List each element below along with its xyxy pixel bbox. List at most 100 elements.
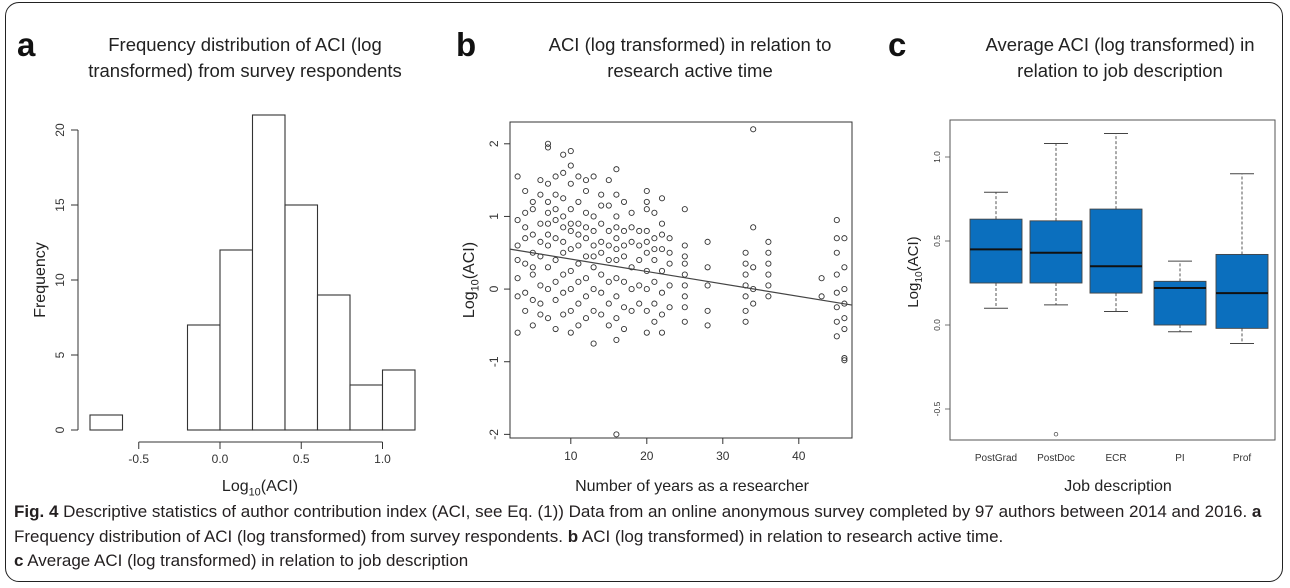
data-point xyxy=(575,242,582,249)
box xyxy=(969,218,1023,284)
data-point xyxy=(552,256,559,264)
data-point xyxy=(514,293,521,300)
data-point xyxy=(636,256,643,264)
data-point xyxy=(522,307,529,314)
data-point xyxy=(620,325,628,333)
data-point xyxy=(514,173,521,180)
data-point xyxy=(590,227,597,235)
panel-a-letter: a xyxy=(17,26,36,63)
outlier-point xyxy=(1053,432,1059,437)
category-label: PostDoc xyxy=(1037,453,1075,464)
panel-b-title-line2: research active time xyxy=(607,60,773,81)
data-point xyxy=(818,293,825,300)
data-point xyxy=(704,282,711,289)
data-point xyxy=(643,198,650,205)
data-point xyxy=(658,289,666,296)
data-point xyxy=(575,300,582,307)
data-point xyxy=(567,329,574,336)
data-point xyxy=(590,307,597,314)
data-point xyxy=(628,209,635,216)
data-point xyxy=(544,180,552,187)
data-point xyxy=(833,271,840,278)
data-point xyxy=(605,300,612,307)
histogram-bar xyxy=(284,204,319,431)
data-point xyxy=(567,227,574,235)
caption-b-text: ACI (log transformed) in relation to res… xyxy=(578,526,1004,546)
data-point xyxy=(613,336,620,343)
data-point xyxy=(742,307,749,314)
data-point xyxy=(544,140,552,147)
y-tick-label: 1.0 xyxy=(932,151,942,163)
data-point xyxy=(552,173,559,180)
data-point xyxy=(552,206,559,213)
x-tick-label: 0.0 xyxy=(212,452,229,466)
histogram-bar xyxy=(219,249,254,431)
data-point xyxy=(742,271,749,278)
y-tick-label: 0 xyxy=(487,285,501,292)
panel-c-title-line1: Average ACI (log transformed) in xyxy=(985,34,1254,55)
data-point xyxy=(560,311,567,318)
data-point xyxy=(605,177,612,184)
data-point xyxy=(514,275,521,282)
data-point xyxy=(681,206,688,213)
x-tick-label: 30 xyxy=(716,449,730,463)
data-point xyxy=(742,293,749,300)
data-point xyxy=(651,300,658,307)
data-point xyxy=(598,220,605,227)
data-point xyxy=(628,286,635,293)
data-point xyxy=(552,325,559,333)
data-point xyxy=(605,242,612,249)
data-point xyxy=(537,220,544,227)
data-point xyxy=(833,289,840,296)
regression-line xyxy=(509,248,853,306)
data-point xyxy=(750,300,757,307)
data-point xyxy=(582,235,590,242)
data-point xyxy=(598,289,605,296)
data-point xyxy=(575,198,582,205)
data-point xyxy=(643,249,650,256)
data-point xyxy=(658,220,666,227)
data-point xyxy=(636,227,643,235)
data-point xyxy=(590,213,597,220)
data-point xyxy=(590,253,597,260)
data-point xyxy=(522,209,529,216)
data-point xyxy=(514,217,521,224)
category-label: PostGrad xyxy=(975,453,1017,464)
y-axis-label: Log10(ACI) xyxy=(461,242,481,318)
data-point xyxy=(560,195,567,202)
x-axis-label: Log10(ACI) xyxy=(222,478,298,498)
data-point xyxy=(582,315,590,322)
data-point xyxy=(750,264,757,271)
data-point xyxy=(575,278,582,285)
data-point xyxy=(841,355,848,362)
data-point xyxy=(537,191,544,198)
histogram-bar xyxy=(381,369,416,431)
figure-panels: a Frequency distribution of ACI (log tra… xyxy=(17,26,1276,498)
data-point xyxy=(666,235,673,242)
data-point xyxy=(605,322,612,329)
data-point xyxy=(636,300,643,307)
data-point xyxy=(598,311,605,318)
data-point xyxy=(613,224,620,231)
caption-a-text: Frequency distribution of ACI (log trans… xyxy=(14,526,568,546)
data-point xyxy=(598,202,605,209)
x-axis-label: Number of years as a researcher xyxy=(575,478,810,495)
data-point xyxy=(522,260,529,267)
data-point xyxy=(613,246,620,253)
data-point xyxy=(651,318,658,325)
data-point xyxy=(620,304,628,311)
data-point xyxy=(681,282,688,289)
data-point xyxy=(681,304,688,311)
category-label: PI xyxy=(1175,453,1184,464)
panel-a-title-line1: Frequency distribution of ACI (log xyxy=(108,34,382,55)
data-point xyxy=(742,249,749,256)
data-point xyxy=(552,278,559,285)
x-tick-label: -0.5 xyxy=(128,452,149,466)
data-point xyxy=(598,238,605,245)
data-point xyxy=(575,173,582,180)
data-point xyxy=(833,318,840,325)
caption-a-label: a xyxy=(1251,502,1262,521)
data-point xyxy=(582,177,590,184)
data-point xyxy=(598,249,605,256)
data-point xyxy=(620,198,628,205)
